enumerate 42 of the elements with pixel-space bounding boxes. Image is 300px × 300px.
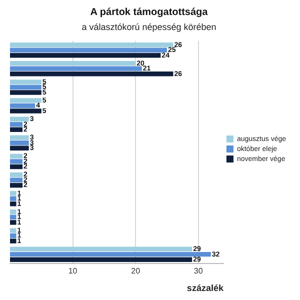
bar (10, 233, 16, 238)
x-axis-title: százalék (186, 283, 224, 294)
bar (10, 178, 23, 182)
bar (10, 84, 42, 90)
bar (10, 190, 16, 196)
bar (10, 98, 42, 103)
bar (10, 116, 29, 122)
bar (10, 90, 42, 95)
bar (10, 154, 23, 159)
bar (10, 238, 16, 244)
bar (10, 72, 174, 76)
bar (10, 42, 174, 48)
bar (10, 202, 16, 206)
x-tick-label: 20 (131, 266, 141, 276)
bar (10, 108, 42, 114)
bar (10, 252, 211, 257)
bar (10, 146, 29, 151)
bar (10, 182, 23, 188)
bar (10, 246, 192, 252)
chart-subtitle: a választókorú népesség körében (82, 22, 216, 32)
bar (10, 48, 167, 52)
bar (10, 140, 29, 146)
bar (10, 220, 16, 225)
bar (10, 52, 161, 58)
bar (10, 122, 23, 127)
bar (10, 196, 16, 201)
bar (10, 159, 23, 164)
bar (10, 66, 142, 72)
bar (10, 135, 29, 140)
bar (10, 214, 16, 220)
x-tick-label: 30 (194, 266, 204, 276)
bar (10, 61, 136, 66)
chart-title: A pártok támogatottsága (90, 6, 208, 18)
bar (10, 127, 23, 132)
bar (10, 164, 23, 170)
bar (10, 80, 42, 84)
bar (10, 172, 23, 178)
x-tick-label: 10 (68, 266, 78, 276)
bar (10, 103, 36, 108)
bar (10, 257, 192, 262)
bar (10, 228, 16, 233)
bar (10, 210, 16, 214)
